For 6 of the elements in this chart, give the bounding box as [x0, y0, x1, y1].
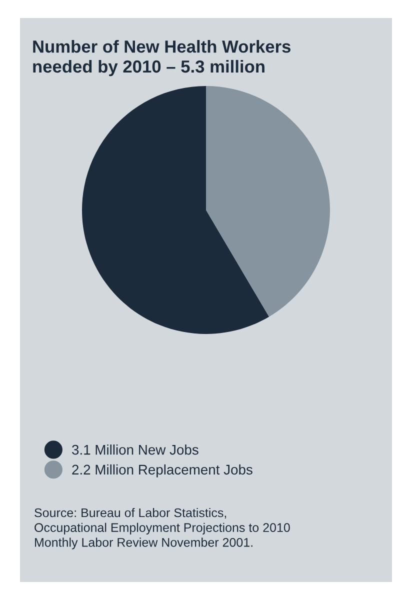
chart-title: Number of New Health Workers needed by 2010 – 5.3 million — [33, 40, 290, 76]
legend-label: 3.1 Million New Jobs — [72, 444, 198, 455]
source-note: Source: Bureau of Labor Statistics, Occupational Employment Projections to 2010 Monthly Labor Review November 2001. — [34, 508, 290, 550]
pie-slice — [82, 86, 270, 334]
pie-slice — [206, 86, 330, 317]
legend-label: 2.2 Million Replacement Jobs — [72, 464, 252, 478]
